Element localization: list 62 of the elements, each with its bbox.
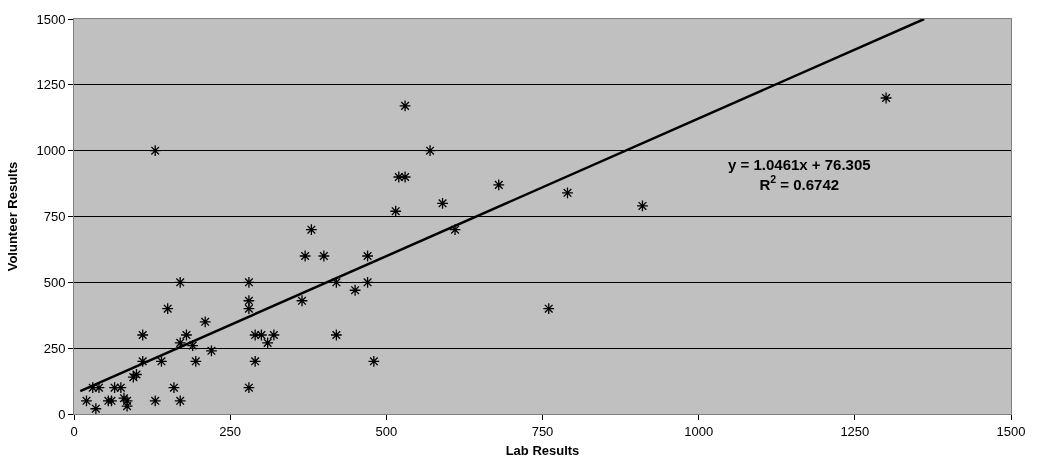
point <box>89 402 102 414</box>
point <box>80 394 93 407</box>
point <box>242 294 255 307</box>
point <box>205 344 218 357</box>
point <box>199 315 212 328</box>
point <box>174 276 187 289</box>
point <box>561 186 574 199</box>
point <box>367 355 380 368</box>
point <box>361 276 374 289</box>
y-tick-label: 250 <box>43 340 66 356</box>
point <box>174 336 187 349</box>
y-tick-label: 1000 <box>36 143 66 159</box>
point <box>174 394 187 407</box>
x-tick-label: 750 <box>531 423 554 439</box>
annotation: y = 1.0461x + 76.305 R$^{2}$ = 0.6742 <box>728 156 871 193</box>
point <box>117 392 131 405</box>
point <box>361 249 374 263</box>
point <box>330 276 343 289</box>
point <box>349 284 362 297</box>
point <box>399 99 412 112</box>
y-tick-label: 1500 <box>36 11 66 27</box>
point <box>167 381 180 394</box>
y-tick-label: 0 <box>58 406 66 422</box>
x-tick-label: 1500 <box>996 423 1026 439</box>
point <box>267 328 280 342</box>
point <box>542 302 555 315</box>
point <box>149 394 162 407</box>
point <box>242 276 255 289</box>
point <box>189 355 202 368</box>
point <box>155 355 168 368</box>
point <box>249 355 262 368</box>
point <box>295 294 309 307</box>
point <box>424 144 437 157</box>
point <box>330 328 343 342</box>
point <box>186 339 199 352</box>
x-tick-label: 0 <box>70 423 78 439</box>
point <box>436 197 449 210</box>
point <box>149 144 162 157</box>
point <box>136 328 149 342</box>
point <box>636 199 649 213</box>
point <box>121 400 134 413</box>
y-tick-label: 1250 <box>36 77 66 93</box>
x-tick-label: 1250 <box>840 423 870 439</box>
point <box>261 336 274 349</box>
point <box>180 328 193 342</box>
point <box>161 302 174 315</box>
point <box>317 249 330 263</box>
point <box>242 302 255 315</box>
point <box>305 223 318 236</box>
point <box>492 178 505 191</box>
point <box>136 355 149 368</box>
point <box>299 249 312 263</box>
y-axis-title: Volunteer Results <box>5 161 21 272</box>
point <box>880 91 893 105</box>
point <box>242 381 255 394</box>
x-tick-label: 250 <box>219 423 242 439</box>
point <box>449 223 462 236</box>
y-tick-label: 500 <box>43 274 66 290</box>
x-axis-title: Lab Results <box>505 443 580 459</box>
x-tick-label: 1000 <box>684 423 714 439</box>
y-tick-label: 750 <box>43 209 66 225</box>
x-tick-label: 500 <box>375 423 398 439</box>
